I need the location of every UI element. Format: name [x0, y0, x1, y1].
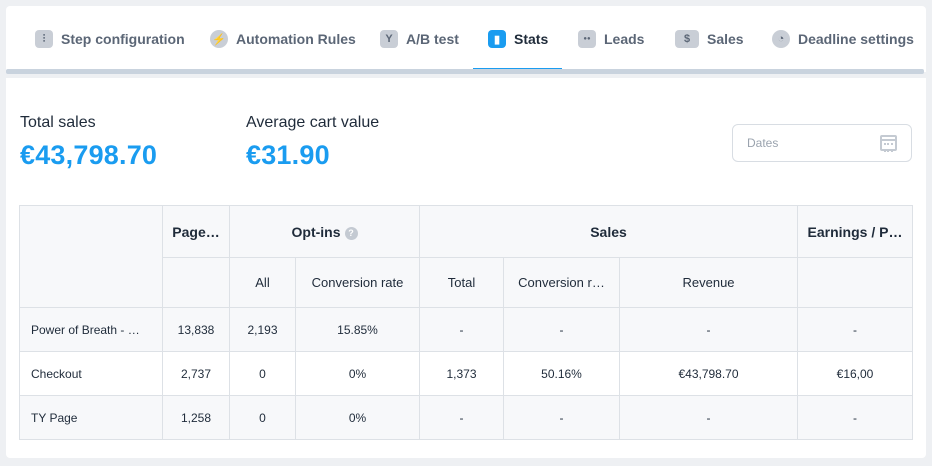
row-sales-total: 1,373: [419, 351, 504, 396]
row-optins-all: 0: [229, 351, 296, 396]
calendar-icon[interactable]: [880, 135, 897, 152]
row-sales-total: -: [419, 307, 504, 352]
users-icon: ●●: [578, 30, 596, 48]
row-name[interactable]: Checkout: [19, 351, 163, 396]
table-row: Checkout 2,737 0 0% 1,373 50.16% €43,798…: [19, 351, 914, 396]
total-sales-value: €43,798.70: [20, 140, 158, 170]
row-sales-rate: -: [503, 307, 620, 352]
help-icon[interactable]: ?: [344, 226, 358, 240]
sliders-icon: ⫶: [35, 30, 53, 48]
row-pageviews: 1,258: [162, 395, 230, 440]
tab-bar: ⫶ Step configuration ⚡ Automation Rules …: [6, 6, 926, 72]
total-sales-label: Total sales: [20, 114, 96, 131]
optins-header-label: Opt-ins: [291, 223, 341, 240]
tab-label: Leads: [604, 31, 645, 47]
row-optins-all: 2,193: [229, 307, 296, 352]
bolt-icon: ⚡: [210, 30, 228, 48]
row-earnings: -: [797, 395, 914, 440]
optins-all-header[interactable]: All: [229, 257, 296, 308]
dollar-icon: $: [675, 30, 699, 48]
dates-input[interactable]: Dates: [732, 124, 912, 162]
table-group-header-row: Page… Opt-ins? Sales Earnings / P…: [19, 205, 914, 308]
row-sales-total: -: [419, 395, 504, 440]
table-row: TY Page 1,258 0 0% - - - -: [19, 395, 914, 440]
dates-placeholder: Dates: [747, 136, 779, 150]
sales-group-header: Sales: [418, 205, 799, 258]
row-pageviews: 13,838: [162, 307, 230, 352]
pageviews-subheader: [162, 257, 230, 308]
tab-ab-test[interactable]: Y A/B test: [380, 6, 459, 72]
optins-group-header: Opt-ins?: [229, 205, 420, 258]
tab-label: Deadline settings: [798, 31, 914, 47]
average-cart-label: Average cart value: [246, 114, 380, 131]
pageviews-header[interactable]: Page…: [162, 205, 230, 258]
tab-stats[interactable]: ▮ Stats: [488, 6, 548, 72]
clock-icon: ◔: [772, 30, 790, 48]
stats-panel: Total sales €43,798.70 Average cart valu…: [6, 78, 926, 458]
revenue-header[interactable]: Revenue: [618, 257, 799, 308]
row-name[interactable]: TY Page: [19, 395, 163, 440]
earnings-header[interactable]: Earnings / P…: [797, 205, 914, 258]
optin-conversion-header[interactable]: Conversion rate: [295, 257, 420, 308]
tab-divider: [6, 69, 924, 74]
tab-bar-card: ⫶ Step configuration ⚡ Automation Rules …: [6, 6, 926, 72]
earnings-subheader: [797, 257, 914, 308]
name-header: [19, 205, 163, 308]
tab-leads[interactable]: ●● Leads: [578, 6, 644, 72]
row-earnings: €16,00: [797, 351, 914, 396]
tab-label: Automation Rules: [236, 31, 356, 47]
row-optin-rate: 15.85%: [295, 307, 420, 352]
tab-sales[interactable]: $ Sales: [675, 6, 744, 72]
row-sales-rate: 50.16%: [503, 351, 620, 396]
table-sub-header-row: All Conversion rate Total Conversion r… …: [20, 257, 914, 308]
tab-label: Sales: [707, 31, 744, 47]
average-cart-kpi: Average cart value €31.90: [246, 114, 379, 171]
row-pageviews: 2,737: [162, 351, 230, 396]
tab-automation-rules[interactable]: ⚡ Automation Rules: [210, 6, 356, 72]
table-row: Power of Breath - … 13,838 2,193 15.85% …: [19, 307, 914, 352]
split-icon: Y: [380, 30, 398, 48]
row-earnings: -: [797, 307, 914, 352]
row-optin-rate: 0%: [295, 395, 420, 440]
tab-step-configuration[interactable]: ⫶ Step configuration: [35, 6, 185, 72]
tab-label: A/B test: [406, 31, 459, 47]
row-sales-rate: -: [503, 395, 620, 440]
row-optin-rate: 0%: [295, 351, 420, 396]
row-revenue: -: [618, 307, 799, 352]
row-name[interactable]: Power of Breath - …: [19, 307, 163, 352]
tab-deadline-settings[interactable]: ◔ Deadline settings: [772, 6, 914, 72]
tab-label: Step configuration: [61, 31, 185, 47]
average-cart-value: €31.90: [246, 140, 330, 170]
sales-conversion-header[interactable]: Conversion r…: [503, 257, 620, 308]
row-revenue: €43,798.70: [618, 351, 799, 396]
tab-label: Stats: [514, 31, 549, 47]
chart-icon: ▮: [488, 30, 506, 48]
total-sales-kpi: Total sales €43,798.70: [20, 114, 157, 171]
row-optins-all: 0: [229, 395, 296, 440]
sales-total-header[interactable]: Total: [419, 257, 504, 308]
row-revenue: -: [618, 395, 799, 440]
stats-table: Page… Opt-ins? Sales Earnings / P… All C…: [19, 205, 914, 440]
